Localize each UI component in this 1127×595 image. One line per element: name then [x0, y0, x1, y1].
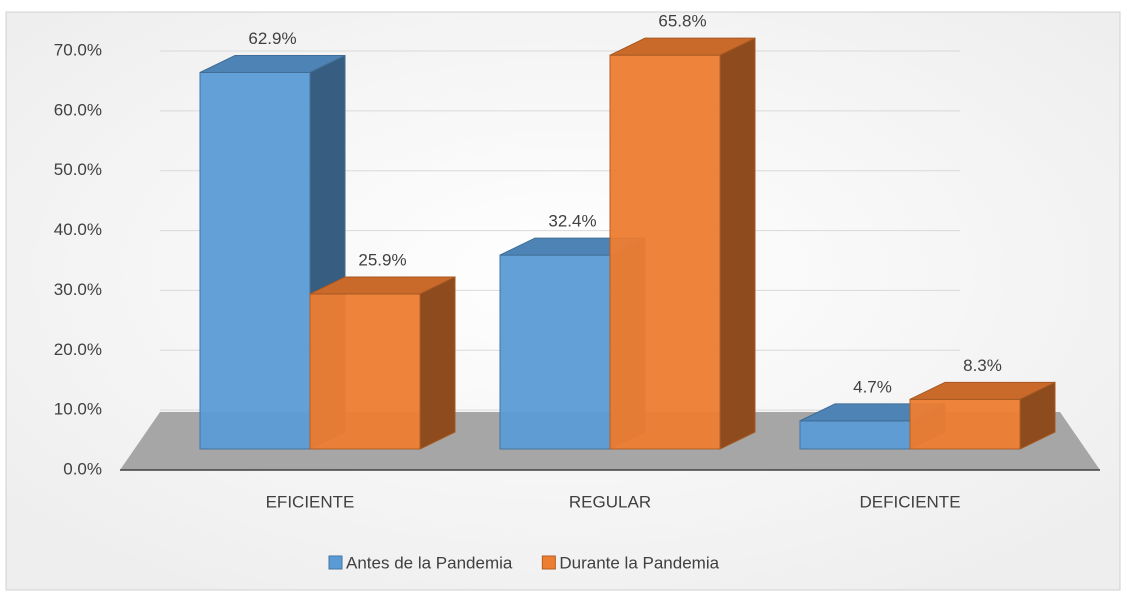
bar: [909, 381, 1056, 450]
data-label: 32.4%: [548, 212, 596, 231]
bar-face: [309, 293, 421, 450]
y-tick-label: 60.0%: [54, 100, 102, 119]
y-tick-label: 70.0%: [54, 40, 102, 59]
legend-label: Antes de la Pandemia: [346, 553, 513, 572]
legend-swatch: [541, 555, 556, 570]
bar-face: [419, 276, 456, 450]
x-tick-label: EFICIENTE: [266, 492, 355, 511]
bar-face: [909, 381, 1056, 400]
bar: [309, 276, 456, 450]
x-tick-label: REGULAR: [569, 492, 651, 511]
bar-face: [309, 276, 456, 295]
y-tick-label: 50.0%: [54, 160, 102, 179]
bar-face: [909, 398, 1021, 450]
y-tick-label: 20.0%: [54, 340, 102, 359]
bar-face: [719, 37, 756, 450]
data-label: 8.3%: [963, 356, 1002, 375]
y-tick-label: 30.0%: [54, 280, 102, 299]
y-tick-label: 10.0%: [54, 400, 102, 419]
bar-face: [799, 420, 911, 450]
bar-face: [499, 254, 611, 450]
data-label: 25.9%: [358, 250, 406, 269]
bar-face: [609, 54, 721, 450]
bar-face: [199, 71, 311, 450]
bar-face: [609, 37, 756, 56]
data-label: 65.8%: [658, 12, 706, 31]
legend-label: Durante la Pandemia: [559, 553, 719, 572]
bar-face: [199, 54, 346, 73]
y-tick-label: 0.0%: [63, 459, 102, 478]
data-label: 62.9%: [248, 29, 296, 48]
legend-swatch: [328, 555, 343, 570]
bar: [609, 37, 756, 450]
data-label: 4.7%: [853, 377, 892, 396]
x-tick-label: DEFICIENTE: [859, 492, 960, 511]
y-tick-label: 40.0%: [54, 220, 102, 239]
